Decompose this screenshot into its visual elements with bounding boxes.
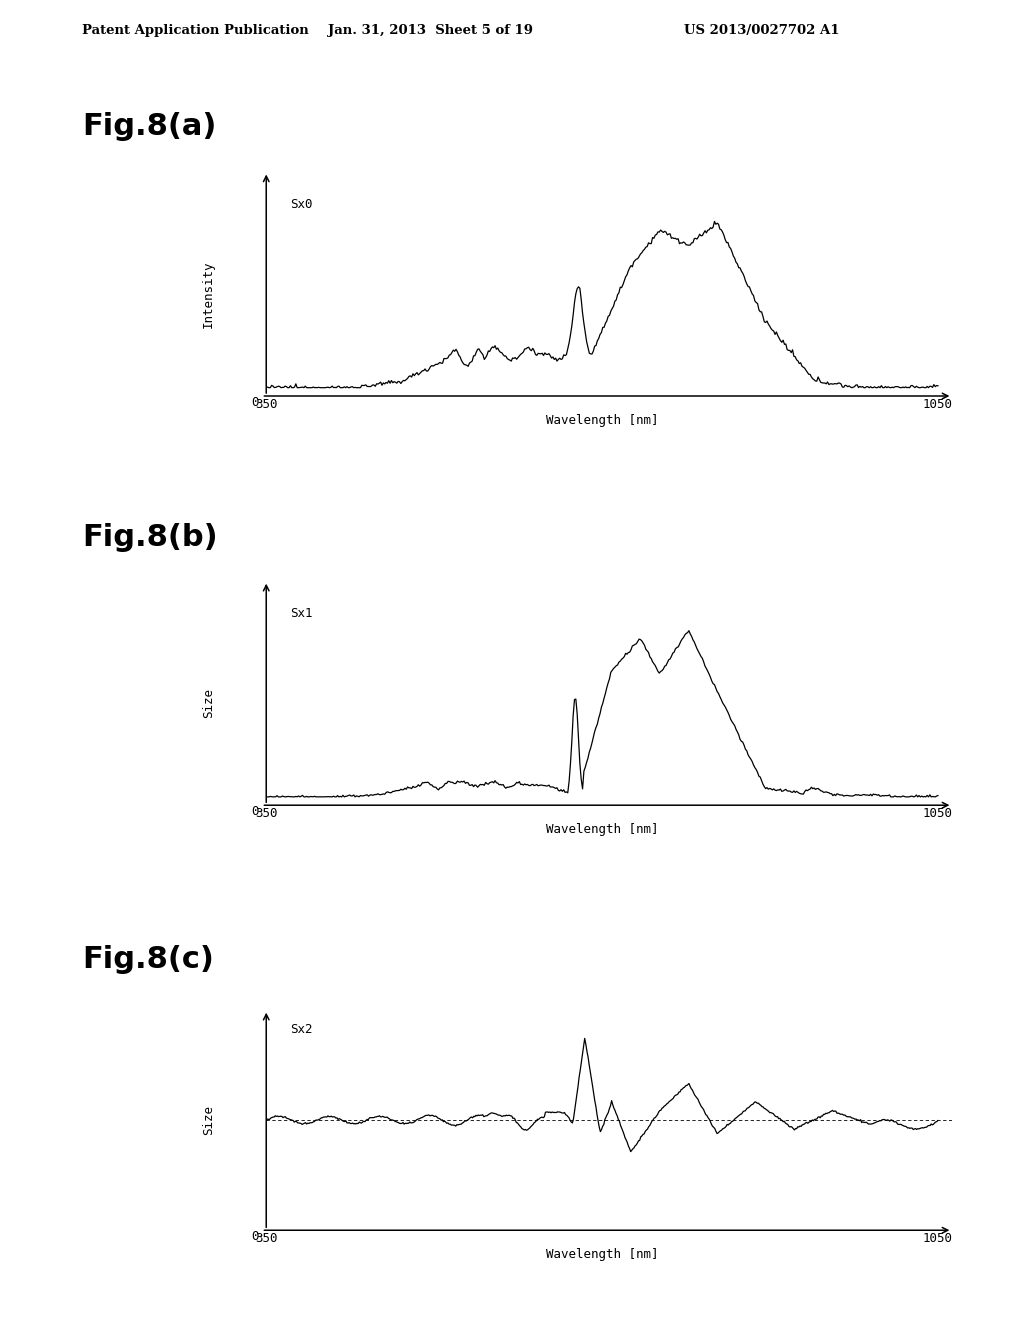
Text: Intensity: Intensity (202, 260, 215, 327)
Text: Sx2: Sx2 (290, 1023, 312, 1036)
Text: Size: Size (202, 1105, 215, 1135)
Text: 0: 0 (251, 1230, 259, 1243)
Text: 350: 350 (255, 808, 278, 821)
Text: Wavelength [nm]: Wavelength [nm] (546, 414, 658, 426)
Text: 1050: 1050 (923, 1233, 953, 1246)
Text: 350: 350 (255, 1233, 278, 1246)
Text: Fig.8(c): Fig.8(c) (82, 945, 214, 974)
Text: 350: 350 (255, 399, 278, 412)
Text: US 2013/0027702 A1: US 2013/0027702 A1 (684, 24, 840, 37)
Text: Patent Application Publication: Patent Application Publication (82, 24, 308, 37)
Text: Fig.8(a): Fig.8(a) (82, 112, 216, 141)
Text: 1050: 1050 (923, 808, 953, 821)
Text: 1050: 1050 (923, 399, 953, 412)
Text: 0: 0 (251, 396, 259, 409)
Text: Wavelength [nm]: Wavelength [nm] (546, 824, 658, 836)
Text: Sx0: Sx0 (290, 198, 312, 210)
Text: Fig.8(b): Fig.8(b) (82, 523, 217, 552)
Text: Size: Size (202, 689, 215, 718)
Text: 0: 0 (251, 805, 259, 818)
Text: Sx1: Sx1 (290, 607, 312, 619)
Text: Jan. 31, 2013  Sheet 5 of 19: Jan. 31, 2013 Sheet 5 of 19 (328, 24, 532, 37)
Text: Wavelength [nm]: Wavelength [nm] (546, 1247, 658, 1261)
